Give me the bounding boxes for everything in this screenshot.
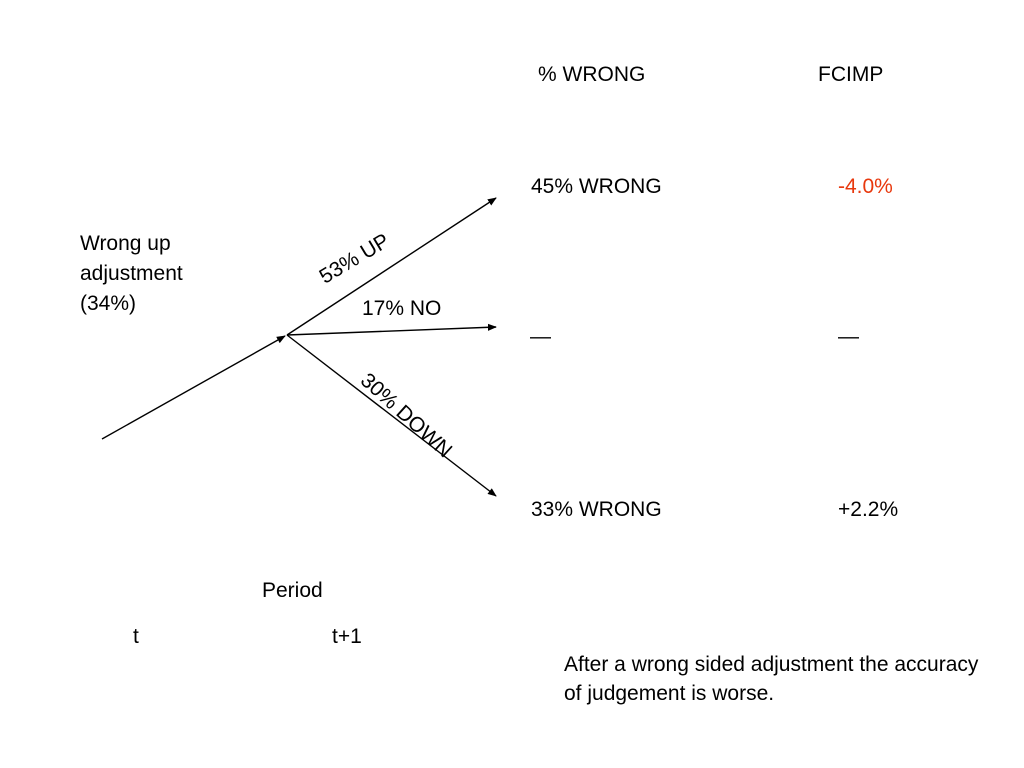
- header-fcimp: FCIMP: [818, 63, 884, 86]
- origin-label-line: Wrong up: [80, 232, 171, 255]
- no-fcimp-value: —: [838, 325, 859, 348]
- down-arrow: [286, 334, 497, 497]
- down-percent-wrong: 33% WRONG: [531, 498, 662, 521]
- up-percent-wrong: 45% WRONG: [531, 175, 662, 198]
- origin-label: Wrong up adjustment (34%): [80, 229, 230, 319]
- origin-label-line: (34%): [80, 292, 137, 315]
- up-arrow: [286, 197, 497, 336]
- no-arrow: [286, 323, 497, 336]
- header-percent-wrong: % WRONG: [538, 63, 646, 86]
- incoming-arrow: [101, 335, 286, 440]
- up-fcimp-value: -4.0%: [838, 175, 893, 198]
- axis-start-label: t: [133, 625, 139, 648]
- origin-label-line: adjustment: [80, 262, 183, 285]
- conclusion-text: After a wrong sided adjustment the accur…: [564, 653, 979, 705]
- no-percent-wrong: —: [530, 325, 551, 348]
- axis-title-period: Period: [262, 579, 323, 602]
- branch-label-no: 17% NO: [362, 297, 442, 320]
- down-fcimp-value: +2.2%: [838, 498, 899, 521]
- axis-end-label: t+1: [332, 625, 362, 648]
